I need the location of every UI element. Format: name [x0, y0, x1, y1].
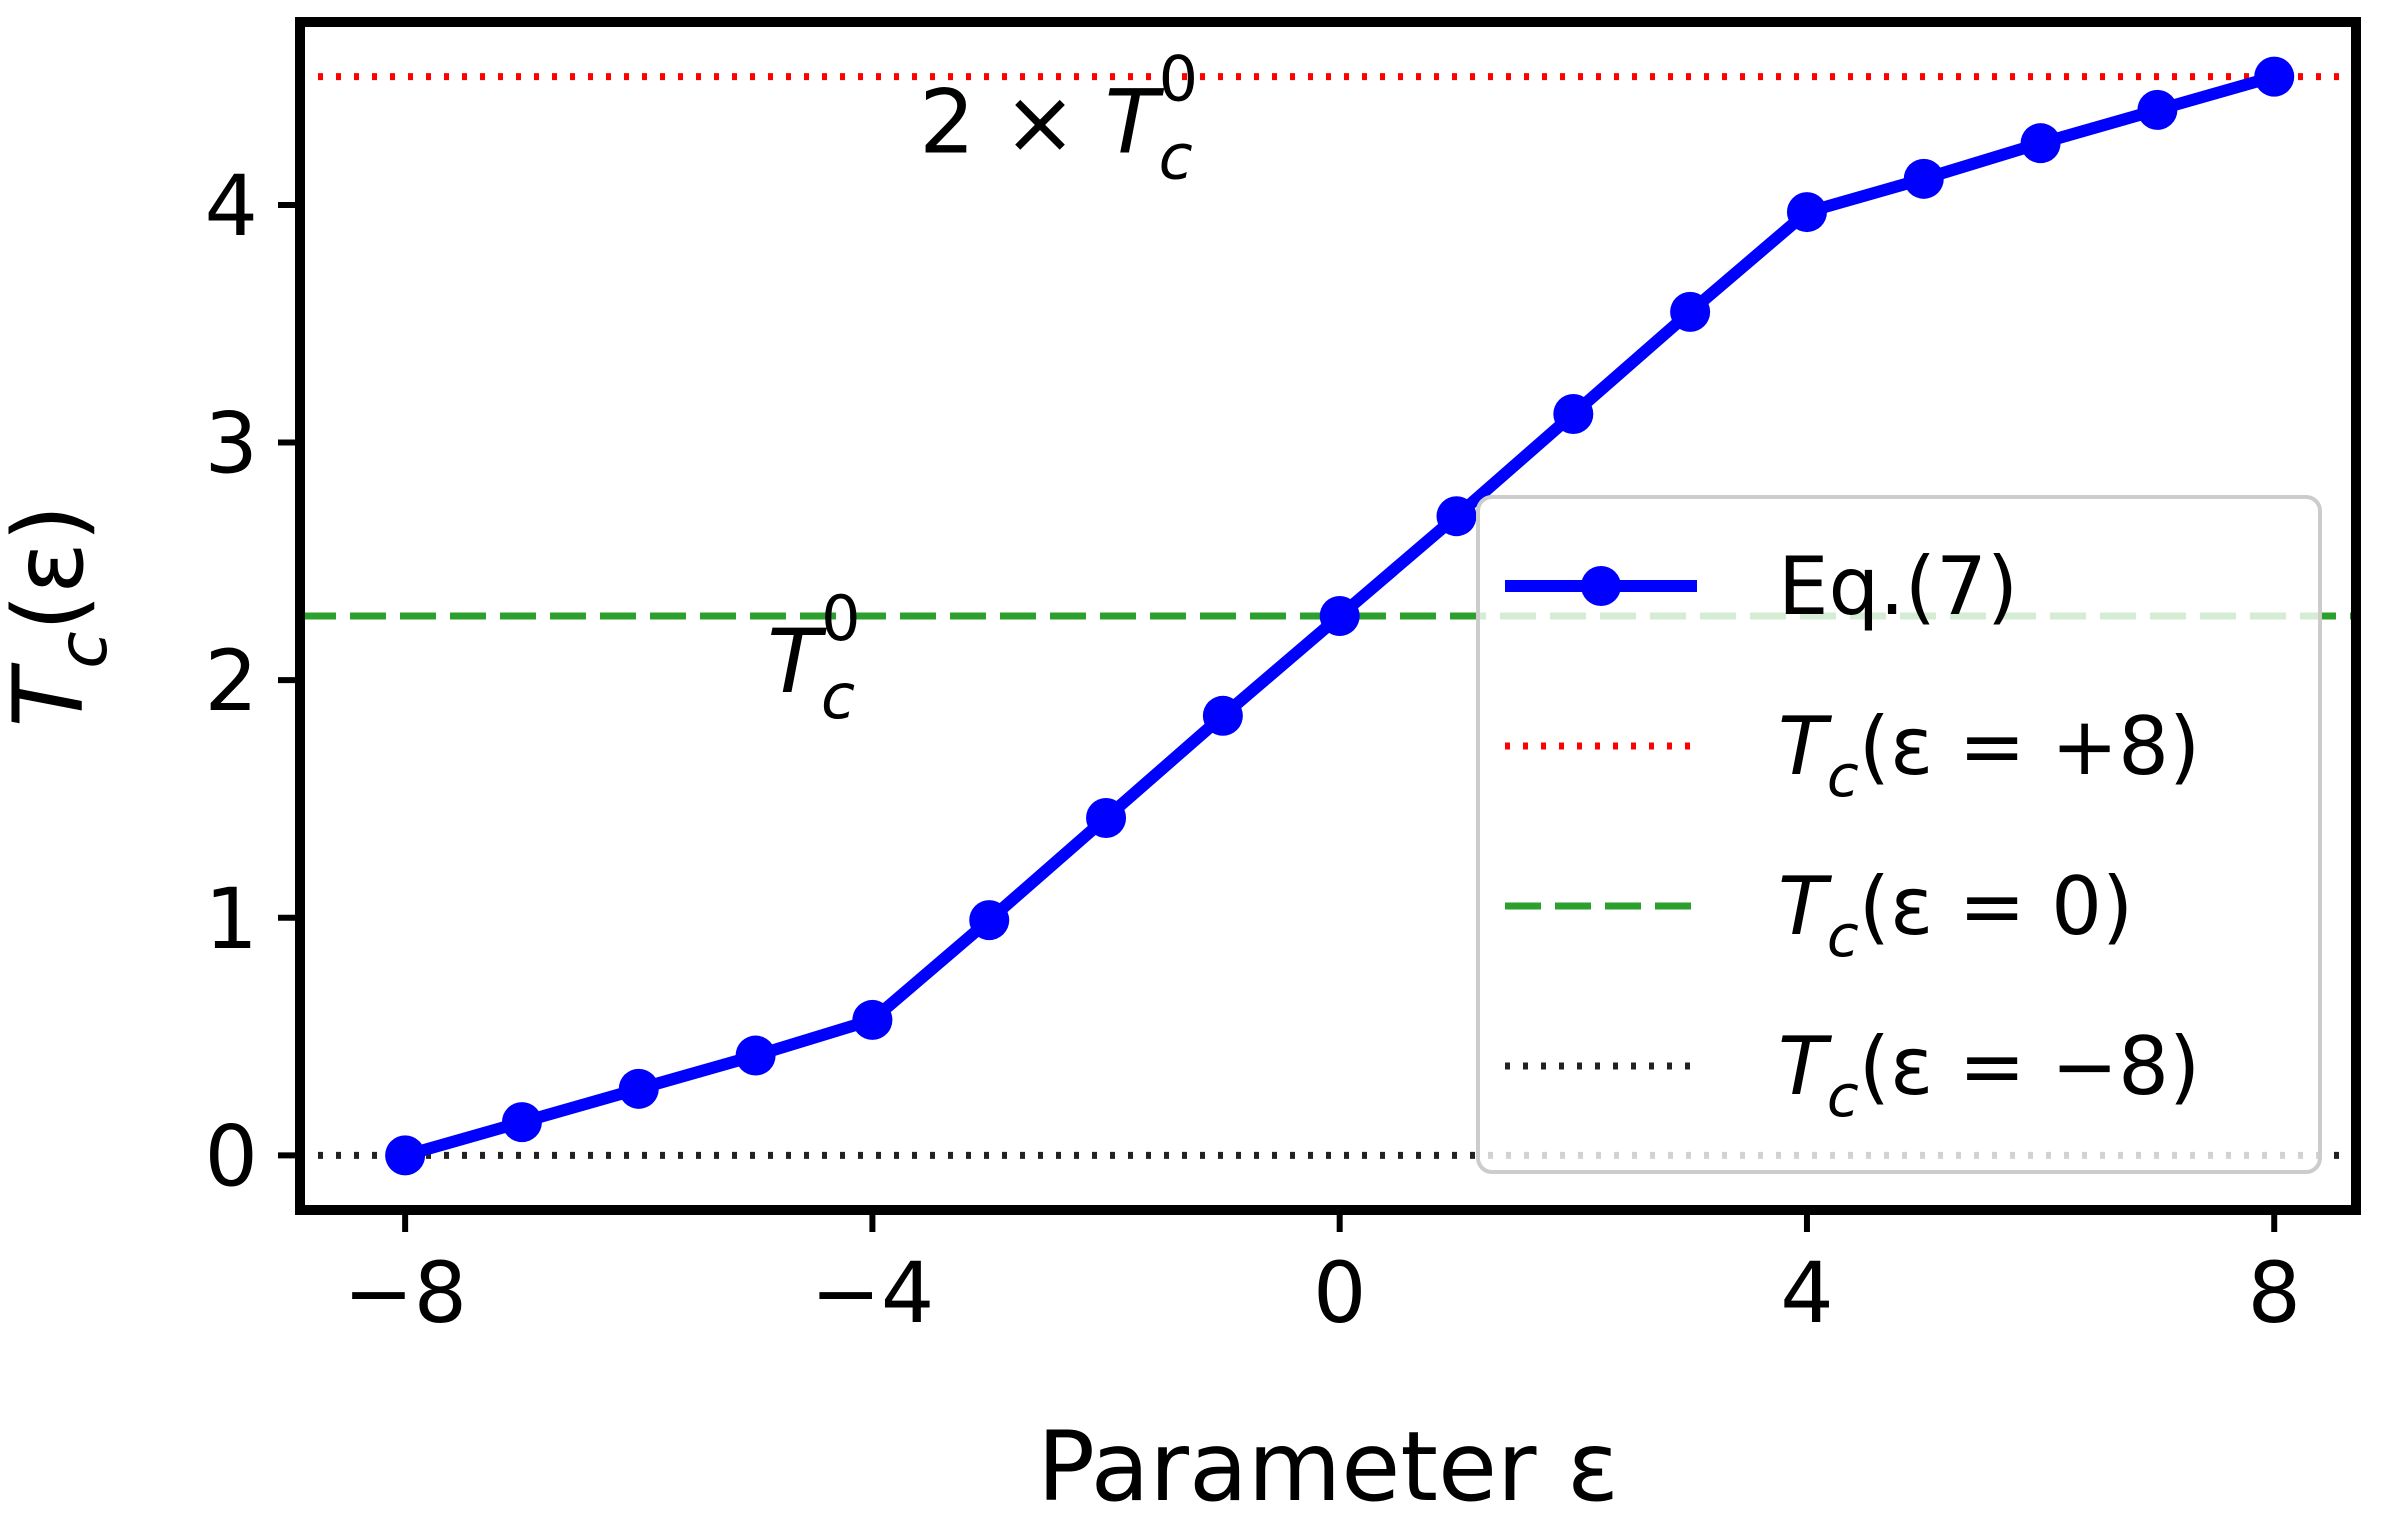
x-axis-label: Parameter ε	[1037, 1411, 1619, 1520]
legend-argument: (ε = +8)	[1859, 700, 2200, 793]
data-point	[1670, 291, 1711, 332]
y-label-argument: (ε)	[0, 505, 105, 632]
annotation-prefix: 2 ×	[919, 71, 1105, 174]
data-point	[1903, 158, 1944, 199]
data-point	[2137, 89, 2178, 130]
legend-symbol: T	[1778, 700, 1833, 793]
data-point	[618, 1068, 659, 1109]
legend-subscript: c	[1827, 742, 1859, 810]
data-point	[852, 999, 893, 1040]
y-tick-label: 4	[205, 157, 258, 255]
y-label-symbol: T	[0, 662, 105, 727]
legend-marker	[1581, 566, 1621, 606]
data-point	[1553, 394, 1594, 435]
legend: Eq.(7)Tc(ε = +8)Tc(ε = 0)Tc(ε = −8)	[1476, 495, 2322, 1174]
legend-label-4: Tc(ε = −8)	[1778, 1020, 2200, 1130]
data-point	[1086, 797, 1127, 838]
annotation-superscript: 0	[821, 582, 860, 655]
y-tick-label: 2	[205, 632, 258, 730]
legend-label-1: Eq.(7)	[1778, 540, 2018, 633]
annotation-symbol: T	[767, 610, 827, 713]
legend-box	[1476, 495, 2322, 1174]
x-tick-label: −8	[343, 1244, 467, 1342]
x-tick-label: 8	[2248, 1244, 2301, 1342]
data-point	[735, 1035, 776, 1076]
x-tick-label: 4	[1780, 1244, 1833, 1342]
y-tick-label: 1	[205, 870, 258, 968]
legend-symbol: T	[1778, 860, 1833, 953]
data-point	[969, 900, 1010, 941]
annotation-2: Tc0	[767, 582, 860, 733]
y-axis-label: Tc(ε)	[0, 505, 123, 728]
y-axis-ticks: 0 1 2 3 4	[205, 157, 300, 1205]
annotation-superscript: 0	[1159, 43, 1198, 116]
legend-subscript: c	[1827, 902, 1859, 970]
data-point	[1786, 192, 1827, 233]
data-series	[385, 56, 2295, 1176]
x-tick-label: 0	[1313, 1244, 1366, 1342]
data-point	[1319, 596, 1360, 636]
annotation-1: 2 × Tc0	[919, 43, 1198, 194]
data-point	[1202, 695, 1243, 736]
legend-argument: (ε = 0)	[1859, 860, 2133, 953]
annotation-subscript: c	[1159, 121, 1193, 194]
y-tick-label: 0	[205, 1107, 258, 1205]
x-axis-ticks: −8 −4 0 4 8	[343, 1210, 2301, 1342]
data-point	[385, 1135, 426, 1176]
annotation-subscript: c	[821, 660, 855, 733]
plot-frame	[295, 17, 2361, 1215]
data-point	[2254, 56, 2295, 97]
x-tick-label: −4	[810, 1244, 934, 1342]
legend-symbol: T	[1778, 1020, 1833, 1113]
y-tick-label: 3	[205, 395, 258, 493]
legend-subscript: c	[1827, 1062, 1859, 1130]
legend-label-3: Tc(ε = 0)	[1778, 860, 2133, 970]
legend-label-2: Tc(ε = +8)	[1778, 700, 2200, 810]
legend-argument: (ε = −8)	[1859, 1020, 2200, 1113]
y-label-subscript: c	[44, 631, 123, 668]
annotation-symbol: T	[1105, 71, 1165, 174]
data-point	[1436, 496, 1477, 537]
data-point	[501, 1102, 542, 1143]
data-point	[2020, 123, 2061, 164]
